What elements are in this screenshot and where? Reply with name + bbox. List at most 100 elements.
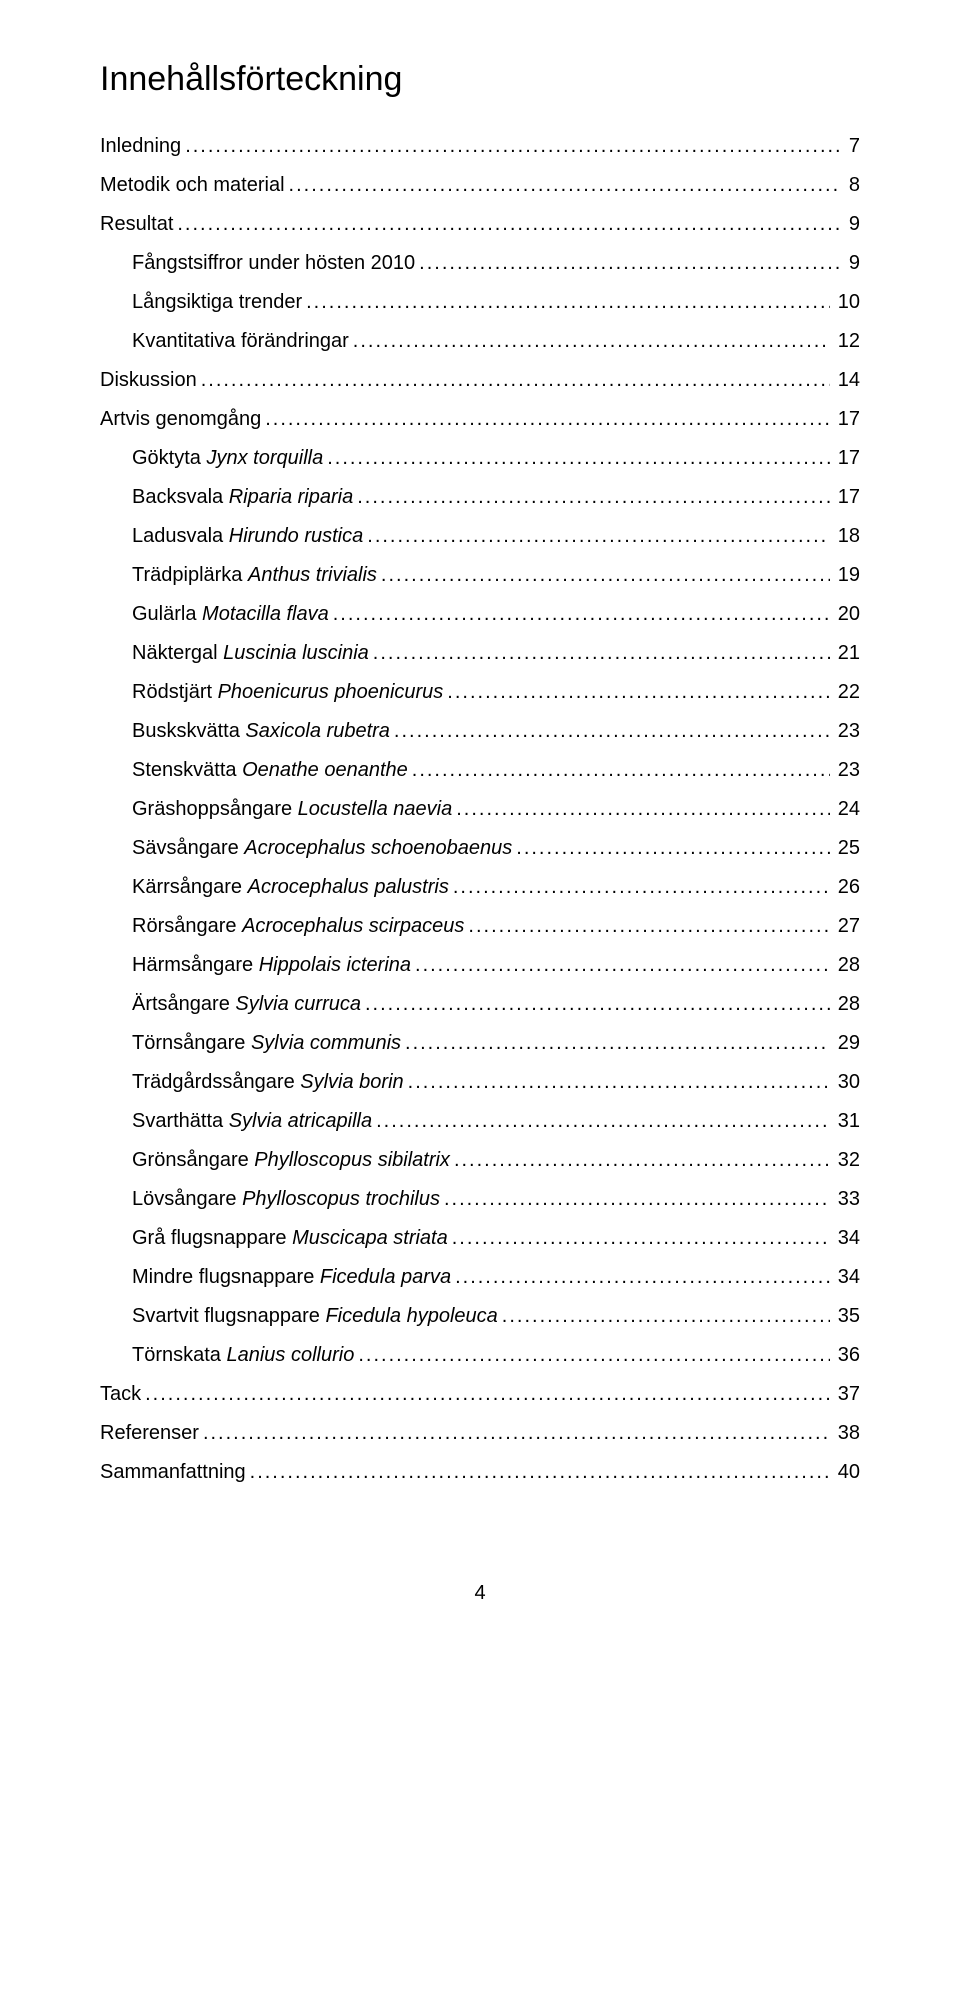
toc-entry-label: Backsvala Riparia riparia xyxy=(132,478,353,517)
toc-entry: Svartvit flugsnappare Ficedula hypoleuca… xyxy=(100,1297,860,1336)
toc-leader-dots xyxy=(349,322,830,361)
toc-entry-label: Grönsångare Phylloscopus sibilatrix xyxy=(132,1141,450,1180)
toc-entry: Långsiktiga trender 10 xyxy=(100,283,860,322)
toc-entry-page: 34 xyxy=(830,1258,860,1297)
toc-leader-dots xyxy=(404,1063,830,1102)
toc-entry-scientific-name: Acrocephalus palustris xyxy=(248,876,449,898)
toc-leader-dots xyxy=(199,1414,830,1453)
toc-entry-scientific-name: Anthus trivialis xyxy=(248,564,377,586)
toc-entry-scientific-name: Luscinia luscinia xyxy=(223,642,369,664)
toc-entry: Fångstsiffror under hösten 20109 xyxy=(100,244,860,283)
toc-entry: Törnsångare Sylvia communis 29 xyxy=(100,1024,860,1063)
toc-entry-scientific-name: Acrocephalus schoenobaenus xyxy=(244,837,512,859)
toc-entry-page: 36 xyxy=(830,1336,860,1375)
toc-entry-label: Tack xyxy=(100,1375,141,1414)
toc-entry-scientific-name: Locustella naevia xyxy=(298,798,453,820)
toc-leader-dots xyxy=(246,1453,830,1492)
toc-entry: Trädpiplärka Anthus trivialis19 xyxy=(100,556,860,595)
toc-entry-scientific-name: Motacilla flava xyxy=(202,603,329,625)
toc-leader-dots xyxy=(498,1297,830,1336)
toc-leader-dots xyxy=(449,868,830,907)
toc-leader-dots xyxy=(285,166,841,205)
toc-entry-scientific-name: Phoenicurus phoenicurus xyxy=(218,681,444,703)
toc-entry-page: 27 xyxy=(830,907,860,946)
toc-entry-page: 23 xyxy=(830,712,860,751)
toc-entry-page: 31 xyxy=(830,1102,860,1141)
toc-entry: Metodik och material8 xyxy=(100,166,860,205)
toc-entry-page: 10 xyxy=(830,283,860,322)
toc-entry: Referenser 38 xyxy=(100,1414,860,1453)
toc-entry-label: Trädgårdssångare Sylvia borin xyxy=(132,1063,404,1102)
toc-leader-dots xyxy=(411,946,830,985)
toc-leader-dots xyxy=(329,595,830,634)
toc-entry-scientific-name: Lanius collurio xyxy=(226,1344,354,1366)
toc-entry-page: 28 xyxy=(830,946,860,985)
toc-entry: Sammanfattning40 xyxy=(100,1453,860,1492)
toc-entry-page: 37 xyxy=(830,1375,860,1414)
toc-entry-page: 22 xyxy=(830,673,860,712)
toc-entry-scientific-name: Sylvia curruca xyxy=(235,993,361,1015)
toc-leader-dots xyxy=(261,400,830,439)
toc-entry-page: 29 xyxy=(830,1024,860,1063)
toc-entry: Artvis genomgång17 xyxy=(100,400,860,439)
toc-entry: Diskussion14 xyxy=(100,361,860,400)
toc-entry-page: 34 xyxy=(830,1219,860,1258)
page-title: Innehållsförteckning xyxy=(100,60,860,99)
toc-entry-label: Mindre flugsnappare Ficedula parva xyxy=(132,1258,451,1297)
toc-entry-label: Artvis genomgång xyxy=(100,400,261,439)
toc-entry: Ärtsångare Sylvia curruca28 xyxy=(100,985,860,1024)
toc-entry: Lövsångare Phylloscopus trochilus33 xyxy=(100,1180,860,1219)
toc-entry-page: 26 xyxy=(830,868,860,907)
toc-entry-label: Törnsångare Sylvia communis xyxy=(132,1024,401,1063)
toc-entry-page: 21 xyxy=(830,634,860,673)
toc-entry-page: 32 xyxy=(830,1141,860,1180)
toc-entry-scientific-name: Sylvia communis xyxy=(251,1032,401,1054)
toc-entry-label: Grå flugsnappare Muscicapa striata xyxy=(132,1219,448,1258)
toc-entry-label: Fångstsiffror under hösten 2010 xyxy=(132,244,415,283)
toc-entry-page: 35 xyxy=(830,1297,860,1336)
toc-leader-dots xyxy=(173,205,841,244)
toc-entry: Gulärla Motacilla flava20 xyxy=(100,595,860,634)
toc-entry-page: 14 xyxy=(830,361,860,400)
toc-entry: Grå flugsnappare Muscicapa striata 34 xyxy=(100,1219,860,1258)
toc-entry-scientific-name: Hippolais icterina xyxy=(259,954,411,976)
toc-entry-label: Kärrsångare Acrocephalus palustris xyxy=(132,868,449,907)
toc-entry: Rörsångare Acrocephalus scirpaceus 27 xyxy=(100,907,860,946)
toc-leader-dots xyxy=(440,1180,830,1219)
toc-entry: Grönsångare Phylloscopus sibilatrix 32 xyxy=(100,1141,860,1180)
toc-leader-dots xyxy=(372,1102,830,1141)
toc-entry-label: Stenskvätta Oenathe oenanthe xyxy=(132,751,408,790)
toc-entry: Näktergal Luscinia luscinia21 xyxy=(100,634,860,673)
toc-leader-dots xyxy=(464,907,829,946)
toc-entry: Backsvala Riparia riparia17 xyxy=(100,478,860,517)
toc-entry-label: Referenser xyxy=(100,1414,199,1453)
toc-entry-label: Ärtsångare Sylvia curruca xyxy=(132,985,361,1024)
toc-entry: Sävsångare Acrocephalus schoenobaenus25 xyxy=(100,829,860,868)
toc-entry-label: Långsiktiga trender xyxy=(132,283,302,322)
toc-entry-label: Trädpiplärka Anthus trivialis xyxy=(132,556,377,595)
toc-entry-page: 25 xyxy=(830,829,860,868)
toc-entry-label: Lövsångare Phylloscopus trochilus xyxy=(132,1180,440,1219)
toc-entry-label: Sammanfattning xyxy=(100,1453,246,1492)
toc-entry-scientific-name: Phylloscopus trochilus xyxy=(242,1188,440,1210)
toc-entry-page: 18 xyxy=(830,517,860,556)
toc-entry: Göktyta Jynx torquilla17 xyxy=(100,439,860,478)
toc-entry-page: 12 xyxy=(830,322,860,361)
toc-entry: Rödstjärt Phoenicurus phoenicurus 22 xyxy=(100,673,860,712)
toc-entry: Ladusvala Hirundo rustica18 xyxy=(100,517,860,556)
table-of-contents: Inledning7Metodik och material8Resultat9… xyxy=(100,127,860,1492)
toc-entry-scientific-name: Acrocephalus scirpaceus xyxy=(242,915,464,937)
toc-entry-page: 30 xyxy=(830,1063,860,1102)
toc-entry-scientific-name: Riparia riparia xyxy=(229,486,354,508)
toc-entry-scientific-name: Sylvia atricapilla xyxy=(229,1110,372,1132)
toc-entry-scientific-name: Ficedula parva xyxy=(320,1266,451,1288)
toc-entry-label: Rödstjärt Phoenicurus phoenicurus xyxy=(132,673,443,712)
toc-leader-dots xyxy=(361,985,830,1024)
toc-entry-label: Gulärla Motacilla flava xyxy=(132,595,329,634)
toc-entry: Kärrsångare Acrocephalus palustris 26 xyxy=(100,868,860,907)
footer-page-number: 4 xyxy=(100,1582,860,1605)
toc-entry-page: 38 xyxy=(830,1414,860,1453)
toc-leader-dots xyxy=(323,439,830,478)
toc-entry-label: Rörsångare Acrocephalus scirpaceus xyxy=(132,907,464,946)
toc-entry-label: Göktyta Jynx torquilla xyxy=(132,439,323,478)
